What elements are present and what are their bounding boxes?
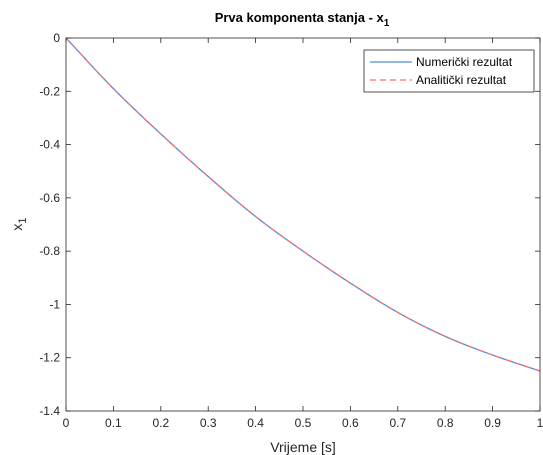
- x-tick-label: 1: [537, 416, 543, 430]
- x-tick-label: 0.8: [437, 416, 454, 430]
- x-tick-label: 0.2: [152, 416, 169, 430]
- y-tick-label: -0.4: [39, 138, 60, 152]
- x-tick-label: 0.1: [105, 416, 122, 430]
- y-tick-label: -1.2: [39, 351, 60, 365]
- legend-label-2: Analitički rezultat: [416, 73, 507, 87]
- axes-layer: 0 0.1 0.2 0.3 0.4 0.5 0.6 0.7 0.8 0.9 1 0 -0.2 -0.4 -0…: [39, 31, 543, 430]
- y-tick-label: -1: [49, 297, 60, 311]
- x-tick-label: 0.4: [247, 416, 264, 430]
- x-axis-label: Vrijeme [s]: [270, 439, 336, 455]
- legend: Numerički rezultat Analitički rezultat: [363, 49, 535, 93]
- y-tick-label: -0.8: [39, 244, 60, 258]
- x-tick-label: 0.9: [484, 416, 501, 430]
- series-layer: [65, 37, 541, 372]
- x-tick-label: 0.3: [200, 416, 217, 430]
- series-line-2: [65, 37, 541, 372]
- y-tick-label: -0.2: [39, 84, 60, 98]
- y-tick-label: -0.6: [39, 191, 60, 205]
- y-axis-label: x1: [9, 217, 29, 230]
- plot-area: [66, 38, 540, 411]
- x-tick-label: 0.6: [342, 416, 359, 430]
- chart-title: Prva komponenta stanja - x1: [215, 10, 390, 29]
- legend-label-1: Numerički rezultat: [416, 55, 513, 69]
- y-tick-label: -1.4: [39, 404, 60, 418]
- x-tick-label: 0: [63, 416, 70, 430]
- y-tick-label: 0: [53, 31, 60, 45]
- x-tick-label: 0.7: [389, 416, 406, 430]
- legend-box: [363, 49, 535, 93]
- x-tick-label: 0.5: [295, 416, 312, 430]
